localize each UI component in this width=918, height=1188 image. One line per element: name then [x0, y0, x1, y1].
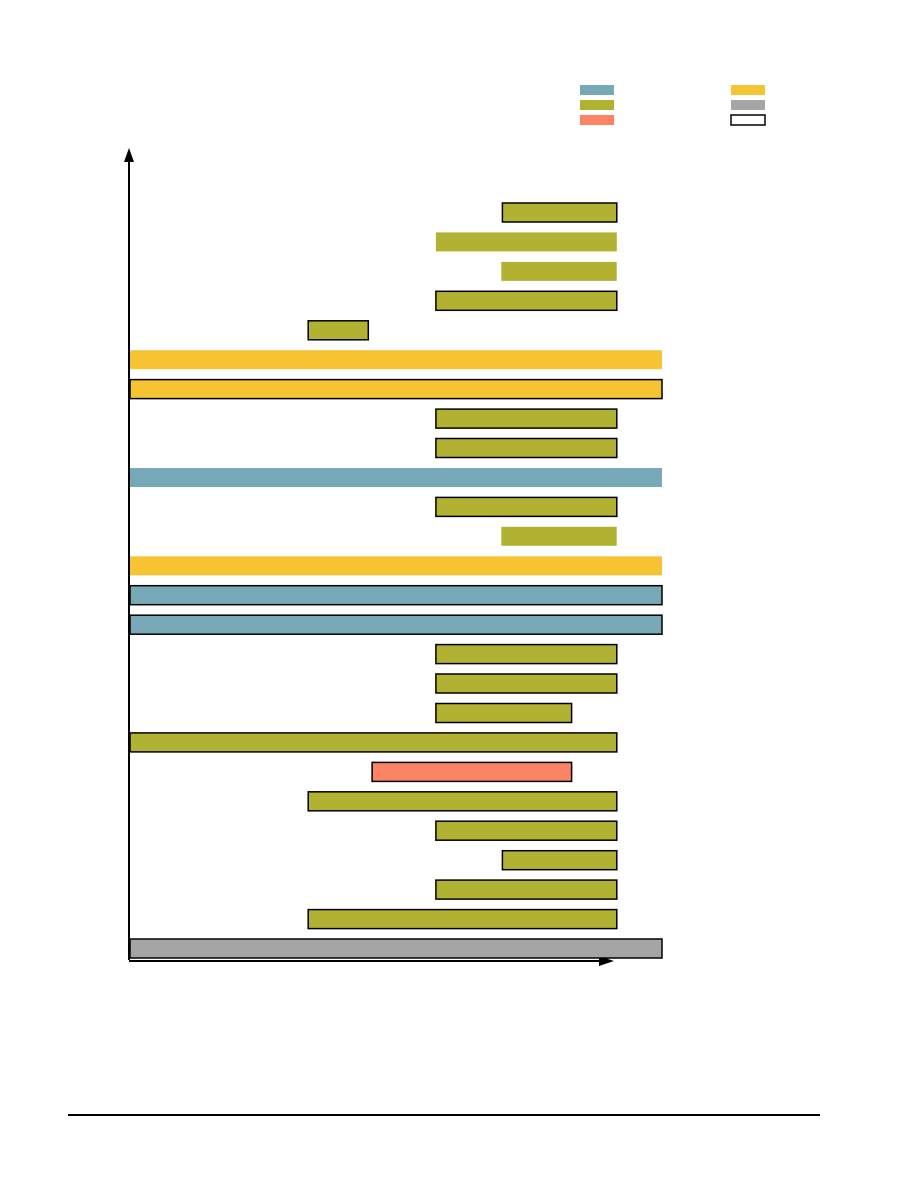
bar-row-19 — [129, 732, 618, 753]
legend-swatch-olive — [580, 100, 614, 110]
bar-row-25 — [307, 908, 618, 930]
y-axis-arrowhead — [124, 148, 134, 162]
bar-row-9 — [435, 437, 618, 459]
axes — [124, 148, 614, 966]
bar-row-13 — [130, 556, 662, 576]
bar-row-20 — [371, 761, 573, 783]
legend — [580, 85, 766, 126]
bar-row-8 — [435, 408, 618, 429]
bar-row-12 — [501, 526, 617, 546]
legend-swatch-blue — [580, 85, 614, 95]
bar-row-23 — [501, 849, 618, 871]
legend-swatch-salmon — [580, 115, 614, 125]
bar-row-10 — [130, 468, 662, 487]
legend-swatch-white — [730, 114, 766, 126]
bar-row-26 — [129, 938, 663, 959]
bar-row-21 — [307, 791, 618, 812]
bar-row-22 — [435, 820, 618, 841]
bar-row-16 — [435, 643, 618, 665]
bar-row-3 — [501, 261, 617, 281]
bar-row-2 — [435, 232, 617, 252]
bar-row-14 — [129, 584, 663, 606]
legend-swatch-yellow — [731, 85, 765, 95]
bar-row-11 — [435, 496, 618, 518]
bar-row-5 — [307, 320, 370, 341]
legend-swatch-gray — [731, 100, 765, 110]
bar-row-17 — [435, 673, 618, 694]
bars — [129, 202, 663, 959]
bar-row-15 — [129, 614, 663, 635]
bar-row-6 — [130, 350, 662, 370]
bar-row-1 — [501, 202, 618, 223]
bar-row-24 — [435, 879, 618, 900]
bar-row-18 — [435, 702, 573, 724]
bar-row-4 — [435, 290, 618, 312]
bar-row-7 — [129, 378, 663, 400]
footer-divider — [68, 1114, 820, 1116]
